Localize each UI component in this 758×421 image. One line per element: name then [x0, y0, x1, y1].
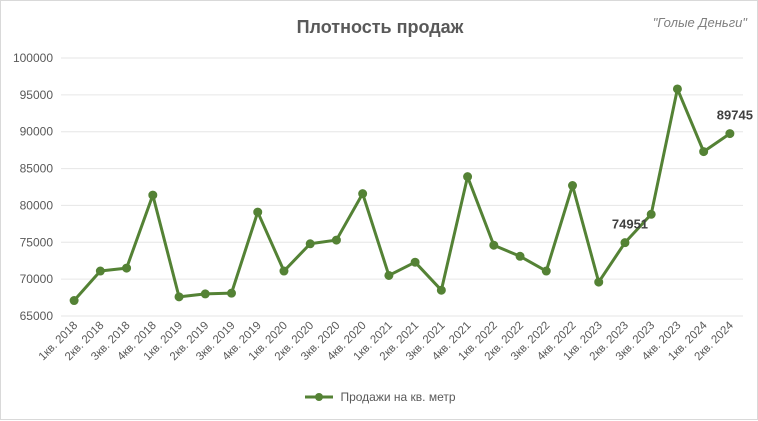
- series-line: [72, 87, 731, 302]
- y-tick-label: 85000: [20, 162, 54, 176]
- data-point[interactable]: [331, 235, 341, 245]
- y-tick-label: 75000: [20, 235, 54, 249]
- data-labels: 74951 89745: [612, 108, 753, 232]
- data-point[interactable]: [541, 266, 551, 276]
- data-point[interactable]: [568, 181, 577, 191]
- data-point[interactable]: [200, 289, 210, 299]
- gridlines: [61, 57, 743, 317]
- data-point[interactable]: [725, 129, 735, 139]
- data-point[interactable]: [384, 270, 394, 280]
- data-label: 89745: [717, 108, 753, 123]
- data-point[interactable]: [253, 207, 263, 217]
- data-point[interactable]: [410, 257, 420, 267]
- chart-title: Плотность продаж: [296, 17, 464, 37]
- data-point[interactable]: [646, 209, 656, 219]
- legend: Продажи на кв. метр: [1, 390, 758, 405]
- data-label: 74951: [612, 217, 648, 232]
- data-point[interactable]: [515, 251, 525, 261]
- data-point[interactable]: [463, 172, 473, 182]
- data-point[interactable]: [122, 263, 132, 273]
- y-tick-label: 70000: [20, 272, 54, 286]
- data-point[interactable]: [305, 239, 315, 249]
- data-point[interactable]: [174, 292, 184, 302]
- data-point[interactable]: [620, 238, 630, 248]
- y-tick-label: 80000: [20, 198, 54, 212]
- y-tick-label: 95000: [20, 88, 54, 102]
- data-point[interactable]: [358, 189, 368, 199]
- y-tick-label: 65000: [20, 309, 54, 323]
- data-point[interactable]: [489, 240, 499, 250]
- legend-item[interactable]: Продажи на кв. метр: [304, 390, 456, 404]
- y-tick-label: 90000: [20, 125, 54, 139]
- legend-marker-icon: [305, 393, 334, 401]
- data-point[interactable]: [69, 296, 79, 306]
- data-point[interactable]: [95, 266, 105, 276]
- legend-label: Продажи на кв. метр: [340, 390, 456, 404]
- watermark: "Голые Деньги": [652, 15, 747, 30]
- series-line-group: [69, 84, 735, 306]
- data-point[interactable]: [699, 147, 709, 157]
- data-point[interactable]: [436, 285, 446, 295]
- data-point[interactable]: [279, 266, 289, 276]
- data-point[interactable]: [227, 288, 236, 298]
- y-axis: 65000 70000 75000 80000 85000 90000 95000 10000…: [13, 51, 53, 323]
- data-point[interactable]: [594, 277, 604, 287]
- data-point[interactable]: [672, 84, 682, 94]
- data-point[interactable]: [148, 190, 158, 200]
- y-tick-label: 100000: [13, 51, 53, 65]
